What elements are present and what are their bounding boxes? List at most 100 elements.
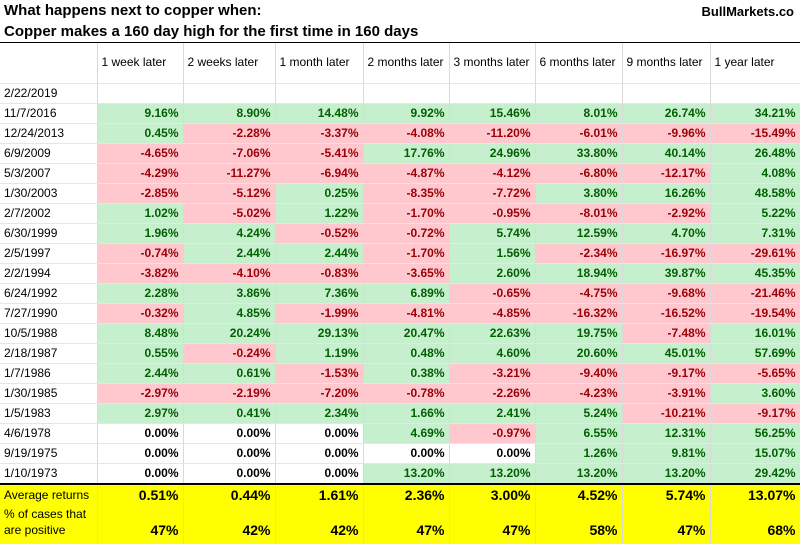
return-cell xyxy=(97,83,184,104)
average-return-value: 2.36% xyxy=(363,482,450,506)
return-cell: 1.96% xyxy=(97,223,184,244)
percent-positive-label: % of cases that are positive xyxy=(0,505,98,544)
return-cell: -1.70% xyxy=(363,203,450,224)
return-cell: 33.80% xyxy=(535,143,623,164)
return-cell: 4.08% xyxy=(710,163,800,184)
return-cell: 2.60% xyxy=(449,263,536,284)
return-cell: -4.85% xyxy=(449,303,536,324)
return-cell: -7.72% xyxy=(449,183,536,204)
return-cell xyxy=(710,83,800,104)
average-return-value: 0.51% xyxy=(97,482,184,506)
return-cell: 39.87% xyxy=(622,263,711,284)
return-cell: 8.48% xyxy=(97,323,184,344)
return-cell: -4.23% xyxy=(535,383,623,404)
average-return-value: 1.61% xyxy=(275,482,364,506)
percent-positive-label-line: are positive xyxy=(4,522,66,537)
table-row: 1/7/1986 2.44% 0.61% -1.53% 0.38% -3.21% -9.40… xyxy=(0,363,800,384)
return-cell: -3.65% xyxy=(363,263,450,284)
return-cell: -9.17% xyxy=(710,403,800,424)
return-cell: 5.74% xyxy=(449,223,536,244)
return-cell: 26.48% xyxy=(710,143,800,164)
average-return-value: 13.07% xyxy=(710,482,800,506)
return-cell: -5.12% xyxy=(183,183,276,204)
row-date: 6/9/2009 xyxy=(0,143,98,164)
return-cell: 4.85% xyxy=(183,303,276,324)
return-cell: -1.99% xyxy=(275,303,364,324)
return-cell: 15.07% xyxy=(710,443,800,464)
return-cell: -1.53% xyxy=(275,363,364,384)
row-date: 9/19/1975 xyxy=(0,443,98,464)
table-row: 1/30/1985 -2.97% -2.19% -7.20% -0.78% -2.26% -… xyxy=(0,383,800,404)
table-row: 2/7/2002 1.02% -5.02% 1.22% -1.70% -0.95% -8.0… xyxy=(0,203,800,224)
table-row: 9/19/1975 0.00% 0.00% 0.00% 0.00% 0.00% 1.26% 9… xyxy=(0,443,800,464)
return-cell: 13.20% xyxy=(363,463,450,484)
return-cell: 0.00% xyxy=(275,463,364,484)
row-date: 12/24/2013 xyxy=(0,123,98,144)
return-cell: -4.12% xyxy=(449,163,536,184)
average-return-value: 0.44% xyxy=(183,482,276,506)
row-date: 4/6/1978 xyxy=(0,423,98,444)
column-header: 1 month later xyxy=(275,43,364,84)
title-line-1: What happens next to copper when: xyxy=(4,2,262,19)
return-cell: 1.26% xyxy=(535,443,623,464)
return-cell: -15.49% xyxy=(710,123,800,144)
row-date: 2/22/2019 xyxy=(0,83,98,104)
average-return-value: 5.74% xyxy=(622,482,711,506)
return-cell: -19.54% xyxy=(710,303,800,324)
row-date: 1/30/2003 xyxy=(0,183,98,204)
row-date: 7/27/1990 xyxy=(0,303,98,324)
return-cell: 5.22% xyxy=(710,203,800,224)
column-header: 2 months later xyxy=(363,43,450,84)
return-cell: 8.01% xyxy=(535,103,623,124)
column-header: 1 week later xyxy=(97,43,184,84)
table-row: 2/18/1987 0.55% -0.24% 1.19% 0.48% 4.60% 20.60… xyxy=(0,343,800,364)
return-cell: -4.65% xyxy=(97,143,184,164)
return-cell: 6.55% xyxy=(535,423,623,444)
return-cell: 17.76% xyxy=(363,143,450,164)
return-cell: 22.63% xyxy=(449,323,536,344)
return-cell: 7.31% xyxy=(710,223,800,244)
return-cell: -0.52% xyxy=(275,223,364,244)
return-cell: -9.17% xyxy=(622,363,711,384)
return-cell: 0.00% xyxy=(363,443,450,464)
column-header: 9 months later xyxy=(622,43,711,84)
return-cell: -4.10% xyxy=(183,263,276,284)
return-cell: 57.69% xyxy=(710,343,800,364)
column-header: 3 months later xyxy=(449,43,536,84)
average-return-value: 4.52% xyxy=(535,482,623,506)
return-cell: 2.44% xyxy=(275,243,364,264)
percent-positive-value: 42% xyxy=(183,505,276,544)
table-row: 2/2/1994 -3.82% -4.10% -0.83% -3.65% 2.60% 18.… xyxy=(0,263,800,284)
return-cell: -16.52% xyxy=(622,303,711,324)
table-row: 10/5/1988 8.48% 20.24% 29.13% 20.47% 22.63% 19… xyxy=(0,323,800,344)
row-date: 1/10/1973 xyxy=(0,463,98,484)
return-cell: -2.26% xyxy=(449,383,536,404)
return-cell xyxy=(183,83,276,104)
table-row: 2/5/1997 -0.74% 2.44% 2.44% -1.70% 1.56% -2.34… xyxy=(0,243,800,264)
row-date: 6/30/1999 xyxy=(0,223,98,244)
return-cell: -2.19% xyxy=(183,383,276,404)
title-line-2: Copper makes a 160 day high for the firs… xyxy=(4,23,419,40)
return-cell: 0.55% xyxy=(97,343,184,364)
return-cell: 1.56% xyxy=(449,243,536,264)
table-row: 6/9/2009 -4.65% -7.06% -5.41% 17.76% 24.96% 33… xyxy=(0,143,800,164)
return-cell xyxy=(449,83,536,104)
return-cell: -1.70% xyxy=(363,243,450,264)
row-date: 11/7/2016 xyxy=(0,103,98,124)
return-cell: 0.25% xyxy=(275,183,364,204)
column-header: 1 year later xyxy=(710,43,800,84)
return-cell: -29.61% xyxy=(710,243,800,264)
return-cell: 12.31% xyxy=(622,423,711,444)
return-cell: -0.65% xyxy=(449,283,536,304)
row-date: 6/24/1992 xyxy=(0,283,98,304)
return-cell: 1.19% xyxy=(275,343,364,364)
return-cell: 2.44% xyxy=(183,243,276,264)
average-return-value: 3.00% xyxy=(449,482,536,506)
return-cell: 0.00% xyxy=(449,443,536,464)
return-cell: -7.20% xyxy=(275,383,364,404)
return-cell: -5.02% xyxy=(183,203,276,224)
return-cell: -4.08% xyxy=(363,123,450,144)
return-cell: -0.32% xyxy=(97,303,184,324)
return-cell: 2.28% xyxy=(97,283,184,304)
return-cell: 26.74% xyxy=(622,103,711,124)
